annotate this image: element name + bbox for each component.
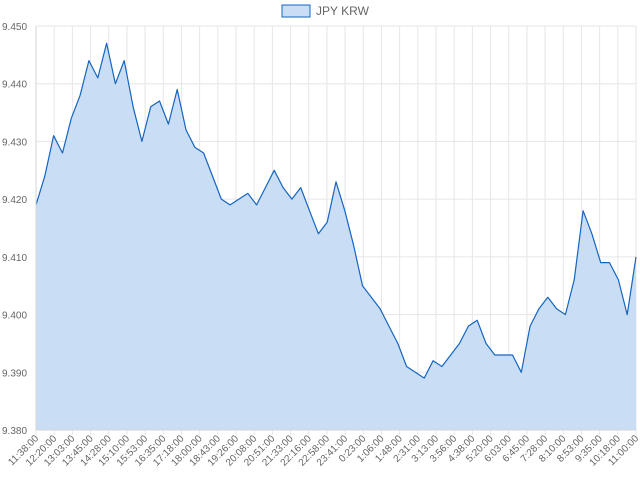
y-axis: 9.380 9.390 9.400 9.410 9.420 9.430 9.440 9.450 (2, 22, 37, 437)
y-tick-label: 9.440 (2, 80, 27, 91)
series-line (35, 42, 637, 379)
y-tick-label: 9.430 (2, 137, 27, 148)
y-tick-label: 9.380 (2, 426, 27, 437)
series-area (35, 42, 637, 431)
x-axis: 11:38:0012:20:0013:03:0013:45:0014:28:00… (6, 429, 640, 469)
legend[interactable]: JPY KRW (281, 4, 370, 18)
y-tick-label: 9.390 (2, 368, 27, 379)
y-tick-label: 9.410 (2, 253, 27, 264)
y-tick-label: 9.420 (2, 195, 27, 206)
y-tick-label: 9.450 (2, 22, 27, 33)
legend-swatch (281, 4, 311, 18)
y-tick-label: 9.400 (2, 311, 27, 322)
legend-label: JPY KRW (316, 4, 370, 18)
series-area-fill (36, 43, 636, 431)
